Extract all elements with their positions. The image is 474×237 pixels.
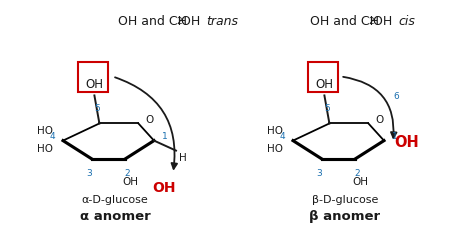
- Text: 5: 5: [325, 105, 330, 114]
- Text: HO: HO: [37, 144, 53, 154]
- Text: α-D-glucose: α-D-glucose: [82, 195, 148, 205]
- Text: O: O: [146, 115, 154, 125]
- Text: OH: OH: [152, 181, 176, 195]
- Text: OH: OH: [122, 177, 138, 187]
- Text: 2: 2: [176, 17, 182, 26]
- Text: H: H: [179, 153, 187, 163]
- Text: OH: OH: [181, 15, 204, 28]
- Text: α anomer: α anomer: [80, 210, 150, 223]
- Text: 2: 2: [125, 169, 130, 178]
- Text: OH: OH: [85, 78, 103, 91]
- Text: HO: HO: [267, 144, 283, 154]
- Text: OH and CH: OH and CH: [310, 15, 379, 28]
- Text: 6: 6: [393, 92, 399, 101]
- Text: 3: 3: [317, 169, 322, 178]
- Text: 4: 4: [279, 132, 285, 141]
- Text: 1: 1: [162, 132, 168, 141]
- Text: 1: 1: [392, 132, 398, 141]
- Text: HO: HO: [267, 126, 283, 136]
- Text: 5: 5: [94, 105, 100, 114]
- Text: β-D-glucose: β-D-glucose: [312, 195, 378, 205]
- Text: β anomer: β anomer: [310, 210, 381, 223]
- Text: HO: HO: [37, 126, 53, 136]
- Text: OH: OH: [394, 135, 419, 150]
- Text: 3: 3: [87, 169, 92, 178]
- Text: OH: OH: [352, 177, 368, 187]
- Text: 4: 4: [49, 132, 55, 141]
- Text: 2: 2: [368, 17, 374, 26]
- Text: OH: OH: [315, 78, 333, 91]
- Text: 2: 2: [355, 169, 360, 178]
- Text: OH and CH: OH and CH: [118, 15, 187, 28]
- Text: cis: cis: [398, 15, 415, 28]
- Text: OH: OH: [373, 15, 396, 28]
- Text: O: O: [375, 115, 383, 125]
- Text: trans: trans: [206, 15, 238, 28]
